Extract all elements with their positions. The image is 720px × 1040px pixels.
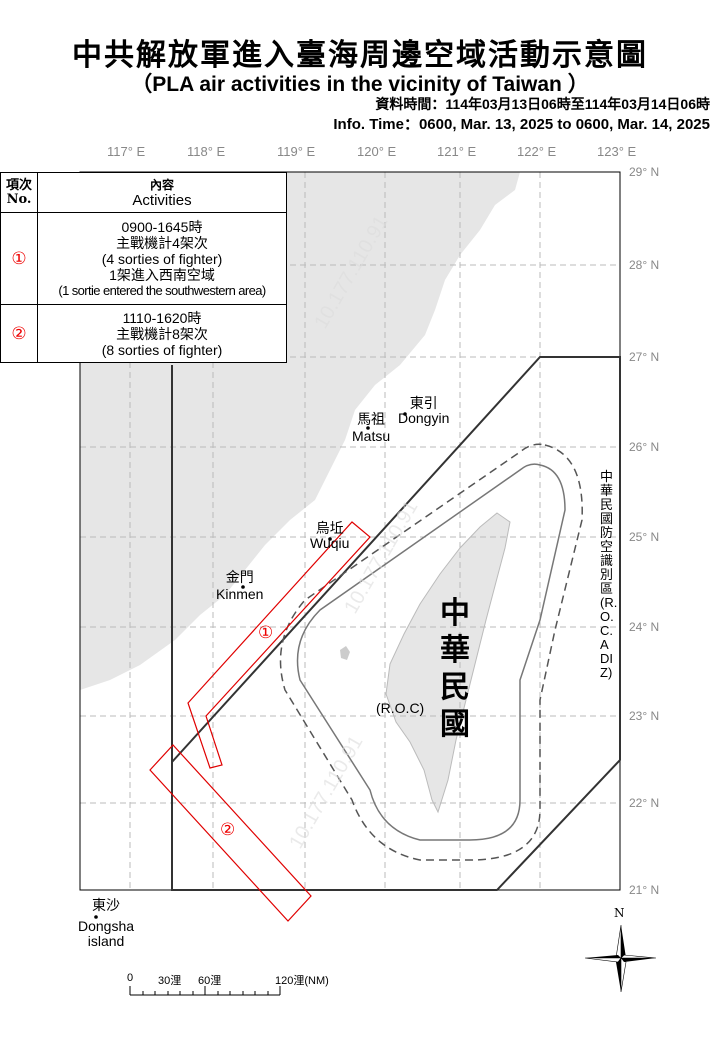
lat-label: 23° N — [629, 709, 660, 723]
row-line: 1110-1620時 — [122, 309, 202, 326]
taiwan-island — [385, 512, 511, 814]
contiguous-line — [279, 443, 583, 861]
scale-bar — [129, 986, 281, 996]
svg-text:10.177.110.91: 10.177.110.91 — [285, 732, 367, 852]
lon-label: 119° E — [277, 144, 316, 159]
lat-label: 29° N — [629, 165, 660, 179]
route-2 — [149, 744, 312, 922]
lon-label: 122° E — [517, 144, 557, 159]
penghu-islands — [340, 646, 350, 660]
table-row: ① 0900-1645時 主戰機計4架次 (4 sorties of fighter… — [0, 212, 287, 305]
territorial-line — [296, 463, 566, 841]
row-line: 1架進入西南空域 — [109, 266, 215, 283]
lat-label: 24° N — [629, 620, 660, 634]
roc-label-zh: 中華民國 — [440, 596, 470, 742]
scale-tick: 120浬(NM) — [275, 975, 329, 987]
lon-label: 117° E — [107, 144, 146, 159]
info-time-zh: 資料時間：114年03月13日06時至114年03月14日06時 — [375, 96, 710, 112]
page-title: 中共解放軍進入臺海周邊空域活動示意圖 — [72, 38, 648, 73]
place-dongyin: 東引 Dongyin — [398, 395, 450, 426]
lon-label: 120° E — [357, 144, 397, 159]
lon-label: 123° E — [597, 144, 637, 159]
route-1 — [187, 521, 371, 769]
table-row: ② 1110-1620時 主戰機計8架次 (8 sorties of fighter… — [0, 304, 287, 363]
lon-label: 121° E — [437, 144, 477, 159]
route-1-label: ① — [258, 623, 274, 642]
header-no-en: No. — [6, 191, 32, 207]
row-number: ② — [0, 304, 38, 363]
svg-text:10.177.110.91: 10.177.110.91 — [340, 497, 422, 617]
page-subtitle: （PLA air activities in the vicinity of T… — [131, 73, 589, 96]
header-no-zh: 項次 — [5, 177, 32, 193]
scale-tick: 0 — [127, 972, 134, 984]
adiz-boundary — [171, 356, 621, 891]
lat-label: 28° N — [629, 258, 660, 272]
lat-label: 27° N — [629, 350, 660, 364]
row-line: (1 sortie entered the southwestern area) — [58, 282, 266, 298]
activity-table: 項次 No. 內容 Activities ① 0900-1645時 主戰機計4架次 (4… — [0, 172, 287, 363]
lat-label: 26° N — [629, 440, 660, 454]
adiz-label: 中華民國防空識別區(R.O.C. ADIZ) — [600, 469, 618, 680]
row-line: 0900-1645時 — [121, 218, 203, 235]
row-line: (8 sorties of fighter) — [101, 341, 223, 358]
place-matsu: 馬祖 Matsu — [352, 411, 391, 444]
header-activities-zh: 內容 — [149, 177, 174, 192]
scale-tick: 30浬 — [158, 975, 182, 987]
info-time-en: Info. Time：0600, Mar. 13, 2025 to 0600, … — [333, 116, 710, 133]
place-kinmen: 金門 Kinmen — [216, 569, 264, 602]
lat-label: 25° N — [629, 530, 660, 544]
row-number: ① — [0, 212, 38, 305]
compass-north-label: N — [614, 906, 625, 920]
header-activities-en: Activities — [132, 191, 192, 209]
lat-label: 21° N — [629, 883, 660, 897]
row-line: 主戰機計8架次 — [116, 325, 208, 342]
lat-label: 22° N — [629, 796, 660, 810]
compass-rose-icon — [584, 924, 657, 993]
row-line: (4 sorties of fighter) — [101, 250, 223, 267]
place-wuqiu: 烏坵 Wuqiu — [310, 520, 350, 551]
scale-tick: 60浬 — [198, 975, 222, 987]
row-line: 主戰機計4架次 — [116, 234, 208, 251]
place-dongsha: 東沙 Dongsha island — [78, 897, 135, 949]
roc-label-en: (R.O.C) — [376, 700, 425, 716]
route-2-label: ② — [220, 820, 236, 839]
lon-label: 118° E — [187, 144, 226, 159]
